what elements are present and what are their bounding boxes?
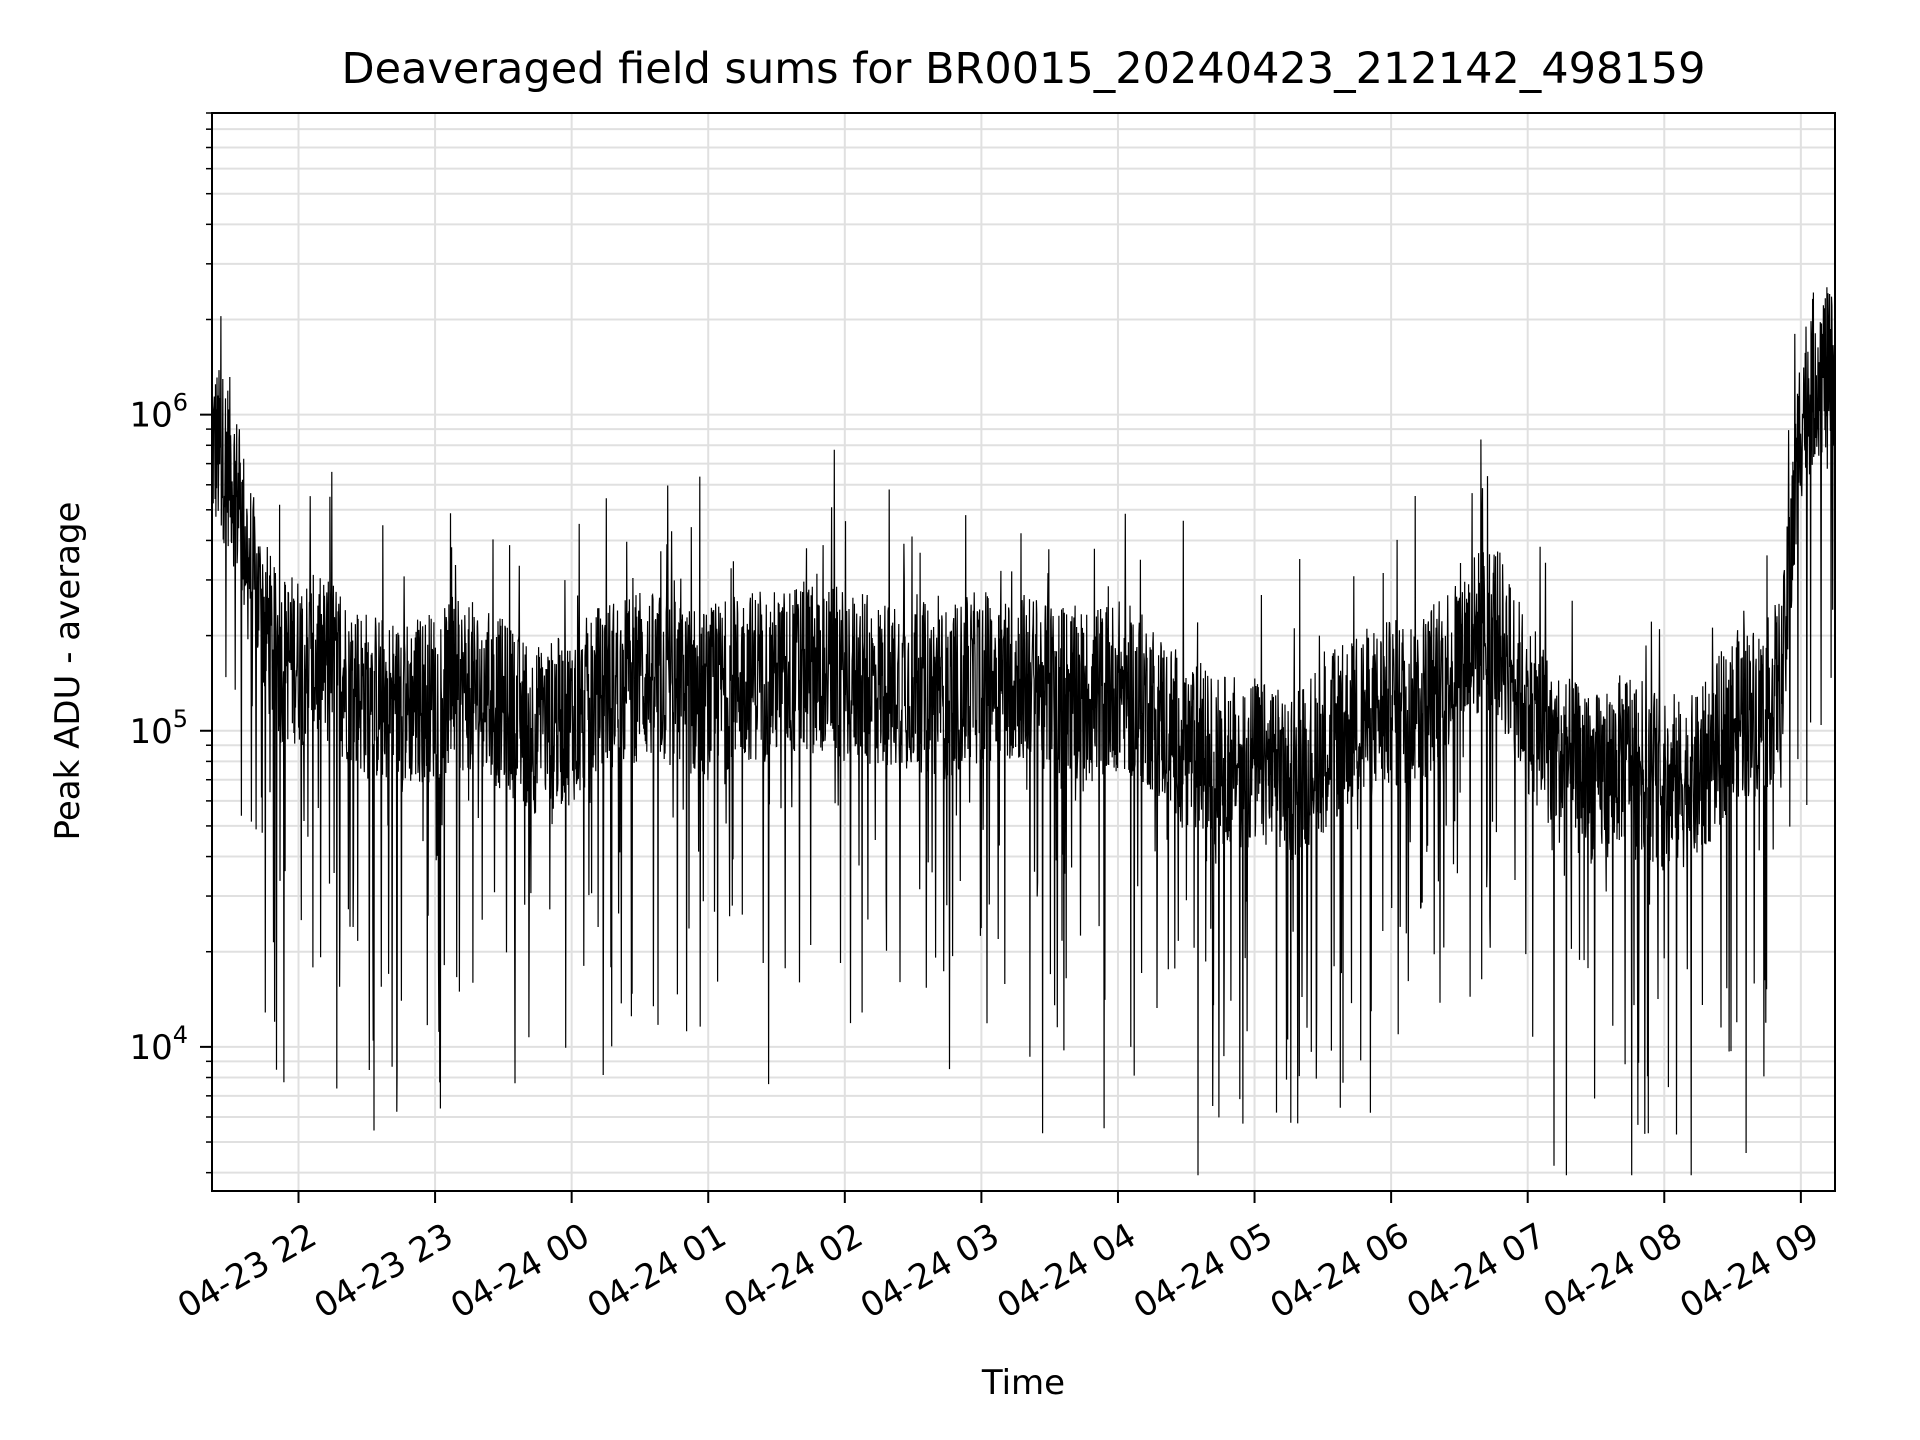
- series-line: [211, 287, 1836, 1176]
- x-tick-label: 04-24 02: [717, 1216, 869, 1327]
- x-tick-label: 04-23 22: [171, 1216, 323, 1327]
- x-tick-label: 04-24 04: [990, 1216, 1142, 1327]
- x-tick-label: 04-24 09: [1673, 1216, 1825, 1327]
- x-axis-label: Time: [981, 1363, 1066, 1403]
- x-tick-label: 04-24 08: [1537, 1216, 1689, 1327]
- y-tick-label: 106: [129, 389, 188, 436]
- x-tick-label: 04-23 23: [308, 1216, 460, 1327]
- x-tick-label: 04-24 01: [581, 1216, 733, 1327]
- x-tick-label: 04-24 07: [1400, 1216, 1552, 1327]
- x-tick-label: 04-24 05: [1127, 1216, 1279, 1327]
- x-tick-label: 04-24 00: [444, 1216, 596, 1327]
- data-series: [211, 287, 1836, 1176]
- x-tick-label: 04-24 06: [1264, 1216, 1416, 1327]
- axes-frame: [211, 112, 1836, 1192]
- x-tick-label: 04-24 03: [854, 1216, 1006, 1327]
- y-tick-label: 104: [129, 1021, 188, 1068]
- y-axis-ticks: 104 105 106: [129, 112, 212, 1174]
- chart-title: Deaveraged field sums for BR0015_2024042…: [341, 44, 1706, 94]
- y-tick-label: 105: [129, 705, 188, 752]
